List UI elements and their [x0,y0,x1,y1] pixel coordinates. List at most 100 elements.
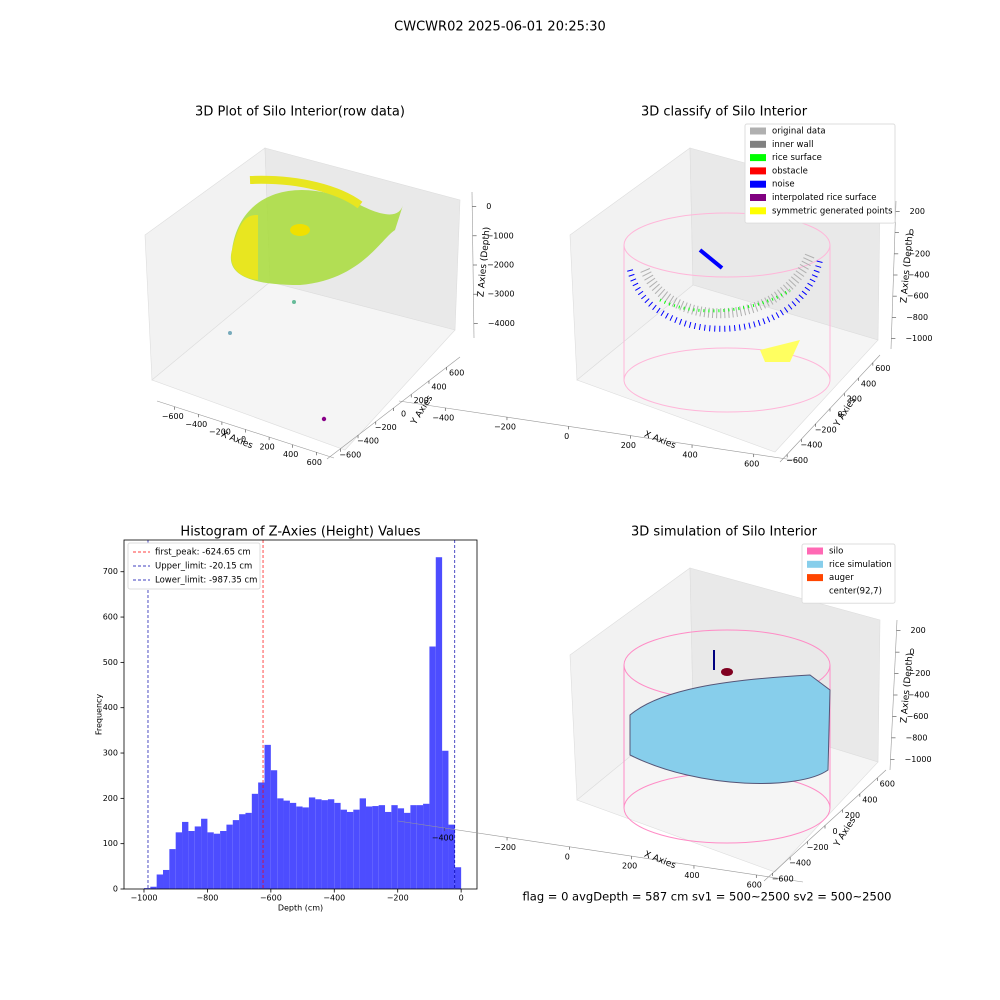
bar [175,832,183,889]
y-tick-label: 600 [880,779,895,788]
x-tick-label: −1000 [130,894,157,903]
y-tick-label: −400 [800,441,822,450]
legend-label: original data [772,127,826,137]
bar [226,824,233,889]
z-tick-label: −200 [908,249,930,258]
bar [315,799,322,889]
x-tick-label: −200 [494,843,516,852]
z-tick-label: −800 [906,733,928,742]
legend-label: inner wall [772,140,813,150]
y-tick-label: 100 [103,839,118,848]
plot-frame [123,539,478,890]
bar [201,818,208,889]
bar [353,809,360,889]
legend-label: rice simulation [829,560,892,570]
bar [340,809,347,889]
y-tick-label: −200 [375,423,397,432]
legend-swatch [750,207,766,215]
legend: original data inner wall rice surface obsta… [744,123,896,224]
status-text: flag = 0 avgDepth = 587 cm sv1 = 500~250… [523,890,892,904]
bar [308,797,316,889]
legend-label: first_peak: -624.65 cm [155,548,251,558]
y-tick-label: 500 [103,658,118,667]
bar [359,798,366,889]
x-tick-label: 400 [283,450,298,459]
bar [258,782,265,889]
legend-box [801,543,896,604]
bar [182,821,189,889]
bar [245,812,252,889]
bar [232,820,240,889]
y-tick-label: −200 [807,843,829,852]
bar [143,888,151,889]
bar [423,803,430,889]
x-axis-label: X Axies [643,850,678,872]
legend-swatch [807,560,823,568]
z-tick-label: −3000 [487,290,514,299]
bar [327,799,335,889]
y-tick-label: −400 [357,437,379,446]
x-tick-label: 200 [622,862,637,871]
y-tick-label: 200 [414,396,429,405]
bar [150,886,157,889]
z-tick-label: −2000 [487,261,514,270]
chart-title: 3D classify of Silo Interior [641,105,808,120]
x-axis-line [398,400,801,462]
x-tick-label: −600 [162,412,184,421]
legend-label: Upper_limit: -20.15 cm [155,562,252,572]
x-tick-label: 0 [241,435,246,444]
y-tick-label: 0 [113,885,118,894]
chart-title: 3D simulation of Silo Interior [631,525,818,540]
x-tick-label: 0 [459,894,464,903]
bar [397,808,405,889]
z-tick-label: −1000 [905,755,932,764]
x-tick-label: −400 [323,894,345,903]
y-tick-label: −600 [772,875,794,884]
legend-label: rice surface [772,153,822,163]
x-tick-label: 400 [682,450,697,459]
y-tick-label: 600 [103,613,118,622]
bar [251,793,259,889]
x-tick-label: 200 [621,441,636,450]
y-tick-label: 200 [845,811,860,820]
x-axis-line [397,820,804,883]
y-tick-label: 0 [832,827,837,836]
y-tick-label: 400 [431,382,446,391]
bar [156,874,164,889]
z-tick-label: −4000 [488,319,515,328]
bar [264,744,271,889]
cloud-classify [623,212,831,413]
bar [442,750,449,889]
bar [429,646,436,889]
bar [277,798,284,889]
legend-label: silo [829,547,843,557]
z-tick-label: −1000 [487,231,514,240]
bar [435,557,443,889]
x-tick-label: −400 [432,834,454,843]
x-tick-label: 400 [684,871,699,880]
bar [239,814,246,889]
bar [378,805,386,889]
bar [289,802,297,889]
y-tick-label: 0 [837,410,842,419]
legend-label: symmetric generated points [772,206,893,216]
x-tick-label: −600 [260,894,282,903]
y-tick-label: 700 [103,567,118,576]
bar [391,805,398,889]
chart-title: 3D Plot of Silo Interior(row data) [195,105,405,120]
legend-swatch [750,180,766,188]
chart-title: Histogram of Z-Axies (Height) Values [180,525,420,540]
bar [270,770,278,889]
bar [416,805,424,889]
figure-title: CWCWR02 2025-06-01 20:25:30 [394,20,606,35]
z-tick-label: −600 [907,712,929,721]
y-tick-label: 600 [449,369,464,378]
z-tick-label: 0 [910,648,915,657]
legend-label: Lower_limit: -987.35 cm [155,576,257,586]
z-tick-label: −600 [907,292,929,301]
y-tick-label: 200 [103,794,118,803]
bar [334,802,341,889]
bar [302,807,309,889]
bar [404,812,411,889]
bar [188,830,195,889]
